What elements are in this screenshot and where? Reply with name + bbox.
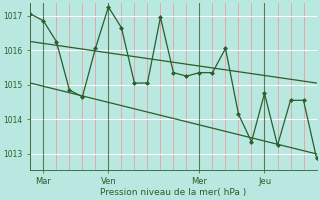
X-axis label: Pression niveau de la mer( hPa ): Pression niveau de la mer( hPa ) xyxy=(100,188,247,197)
